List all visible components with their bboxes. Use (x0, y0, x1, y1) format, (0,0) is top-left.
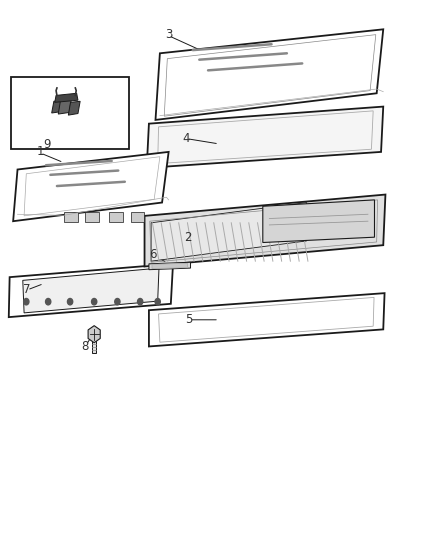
Text: 4: 4 (182, 132, 190, 145)
Circle shape (155, 298, 160, 305)
Polygon shape (151, 203, 307, 261)
Polygon shape (68, 101, 80, 115)
Polygon shape (9, 264, 173, 317)
Text: 6: 6 (149, 248, 157, 261)
Polygon shape (88, 326, 100, 343)
Text: 8: 8 (82, 340, 89, 353)
Polygon shape (55, 93, 78, 102)
Circle shape (92, 298, 97, 305)
Text: 5: 5 (186, 313, 193, 326)
Circle shape (67, 298, 73, 305)
Text: 3: 3 (165, 28, 172, 41)
Bar (11, 77, 129, 149)
Polygon shape (145, 195, 385, 266)
Bar (109, 212, 123, 222)
Bar (92, 341, 96, 353)
Polygon shape (149, 262, 191, 270)
Polygon shape (58, 99, 71, 114)
Bar (131, 212, 144, 222)
Polygon shape (149, 293, 385, 346)
Circle shape (46, 298, 51, 305)
Text: 2: 2 (184, 231, 192, 244)
Circle shape (138, 298, 143, 305)
Polygon shape (263, 200, 374, 243)
Text: 1: 1 (36, 146, 44, 158)
Polygon shape (13, 152, 169, 221)
Circle shape (24, 298, 29, 305)
Text: 7: 7 (22, 284, 30, 296)
Polygon shape (147, 107, 383, 168)
Polygon shape (155, 29, 383, 120)
Polygon shape (23, 268, 159, 313)
Bar (64, 212, 78, 222)
Bar (85, 212, 99, 222)
Circle shape (115, 298, 120, 305)
Polygon shape (152, 263, 187, 269)
Polygon shape (52, 100, 61, 113)
Text: 9: 9 (43, 139, 51, 151)
